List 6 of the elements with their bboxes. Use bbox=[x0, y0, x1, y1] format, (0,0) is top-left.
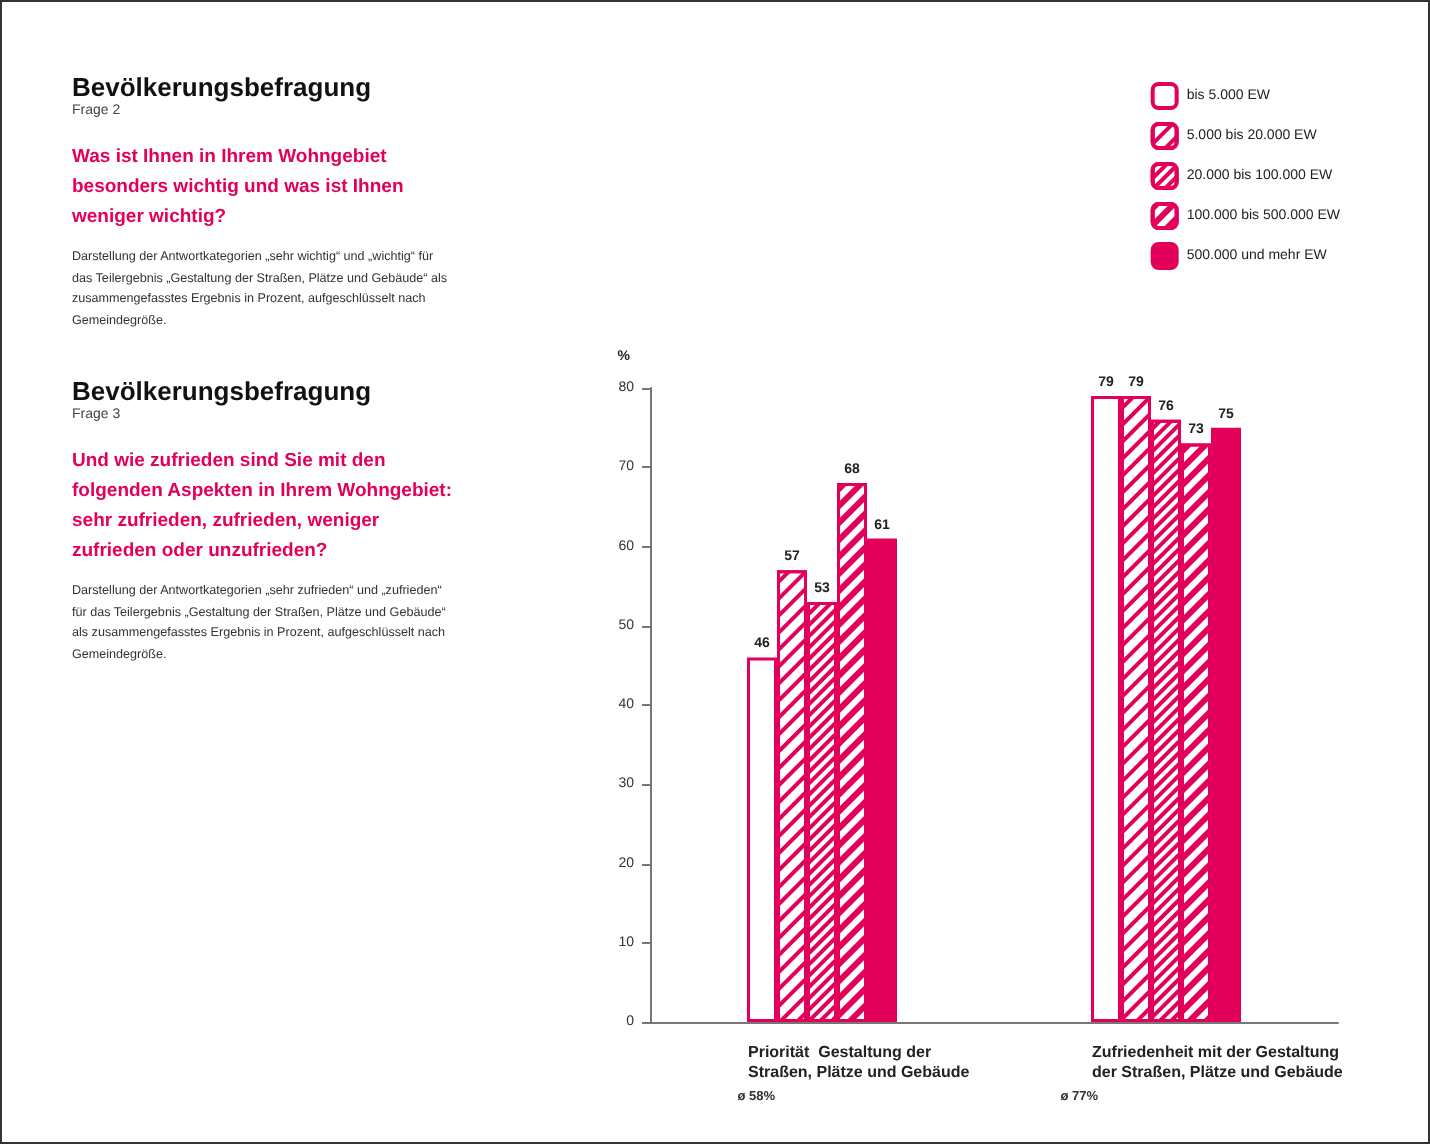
x-tick-label: Priorität Gestaltung der Straßen, Plätze und Gebäude bbox=[748, 1043, 971, 1081]
text: Was ist Ihnen in Ihrem Wohngebiet besonders wichtig und was ist Ihnen weniger wichtig? bbox=[72, 144, 406, 232]
text: Und wie zufrieden sind Sie mit den folgenden Aspekten in Ihrem Wohngebiet: sehr zufrieden, zufrieden, weniger zufrieden oder unzufrieden? bbox=[72, 448, 453, 566]
text: Bevölkerungsbefragung bbox=[72, 376, 374, 406]
text: Bevölkerungsbefragung bbox=[72, 72, 374, 102]
x-tick-label: Zufriedenheit mit der Gestaltung der Straßen, Plätze und Gebäude bbox=[1092, 1043, 1344, 1081]
